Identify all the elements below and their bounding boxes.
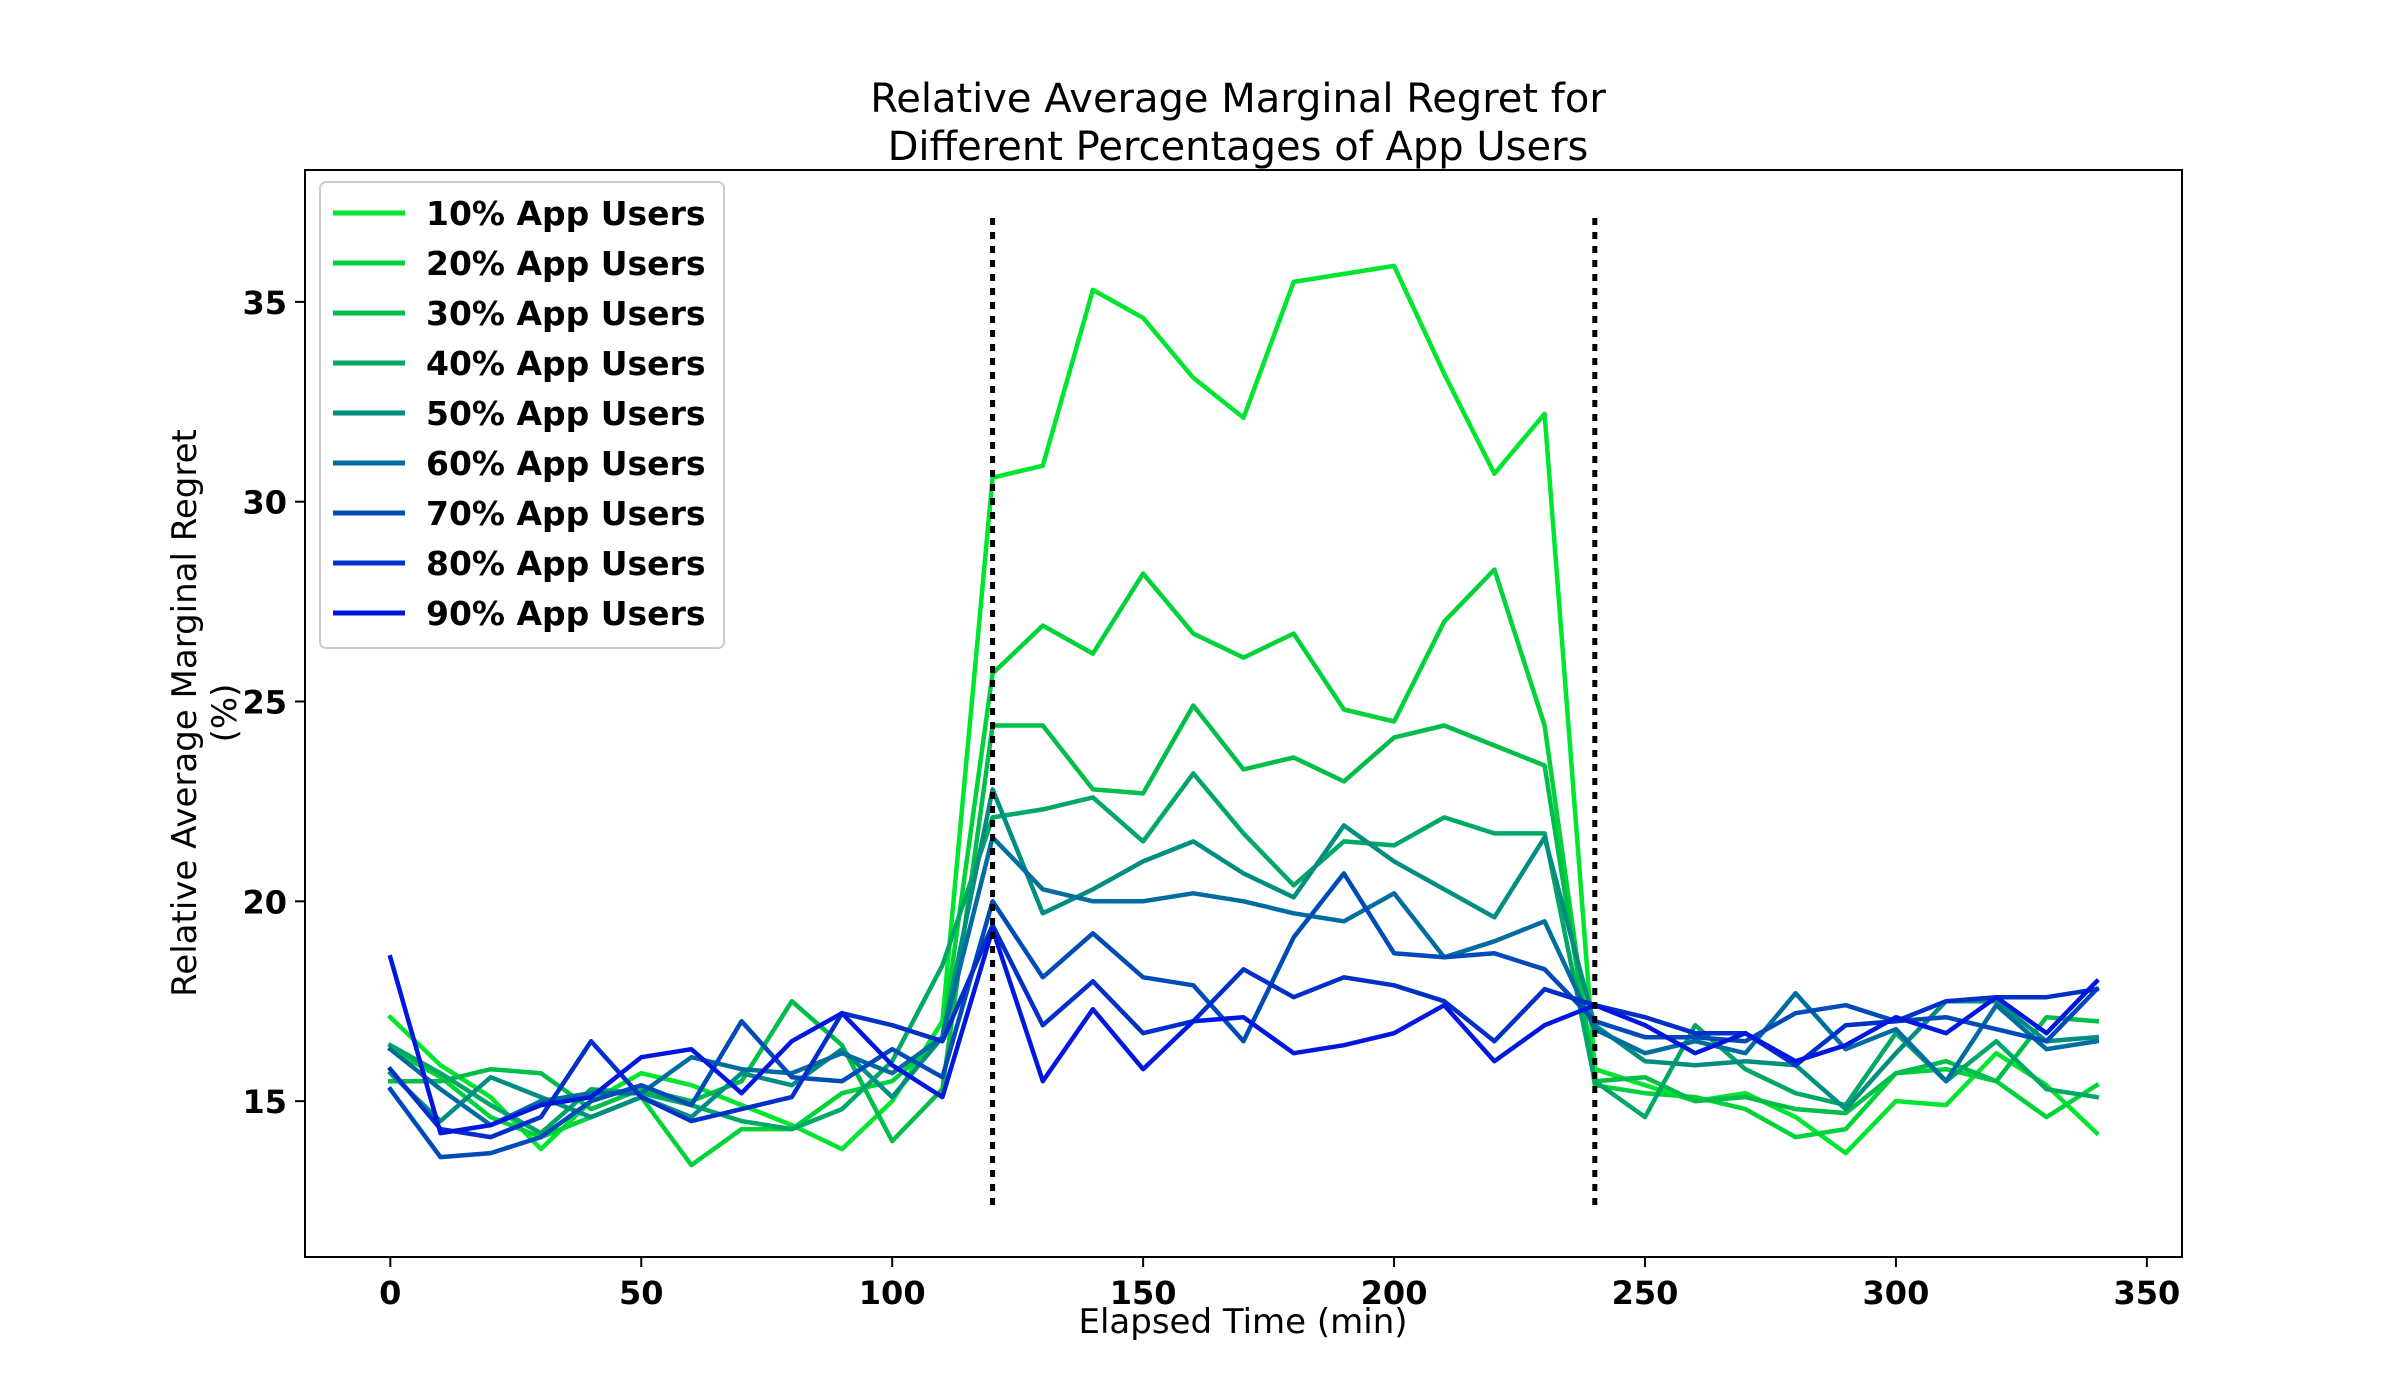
y-axis-ticks: 15 20 25 30 35	[242, 284, 305, 1121]
x-axis-label: Elapsed Time (min)	[1078, 1302, 1407, 1342]
series-lines	[387, 263, 2100, 1168]
legend-label-3: 30% App Users	[426, 294, 706, 333]
x-tick-label: 50	[619, 1274, 664, 1312]
legend-label-7: 70% App Users	[426, 494, 706, 533]
x-axis-ticks: 0 50 100 150 200 250 300 350	[379, 1257, 2180, 1312]
y-axis-label-line-1: Relative Average Marginal Regret	[165, 429, 205, 997]
x-tick-label: 0	[379, 1274, 401, 1312]
series-line-7	[387, 871, 2100, 1160]
x-tick-label: 350	[2113, 1274, 2180, 1312]
legend-label-4: 40% App Users	[426, 344, 706, 383]
chart-title-line-1: Relative Average Marginal Regret for	[870, 76, 1606, 122]
x-tick-label: 100	[859, 1274, 926, 1312]
y-axis-label: Relative Average Marginal Regret (%)	[165, 429, 245, 997]
chart-title-line-2: Different Percentages of App Users	[888, 124, 1589, 170]
y-tick-label: 20	[242, 883, 287, 921]
threshold-lines	[990, 217, 1598, 1210]
y-tick-label: 30	[242, 484, 287, 522]
x-tick-label: 250	[1612, 1274, 1679, 1312]
y-tick-label: 35	[242, 284, 287, 322]
plot-area-frame	[304, 169, 2183, 1258]
legend-box	[319, 181, 725, 649]
series-line-5	[387, 787, 2100, 1124]
x-tick-label: 150	[1110, 1274, 1177, 1312]
series-line-1	[387, 263, 2100, 1156]
series-line-4	[387, 771, 2100, 1136]
y-axis-label-line-2: (%)	[205, 684, 245, 743]
legend-label-2: 20% App Users	[426, 244, 706, 283]
y-tick-label: 25	[242, 684, 287, 722]
series-line-8	[387, 923, 2100, 1140]
legend-label-5: 50% App Users	[426, 394, 706, 433]
series-line-9	[387, 927, 2100, 1136]
x-tick-label: 300	[1863, 1274, 1930, 1312]
series-line-2	[387, 567, 2100, 1168]
legend-label-1: 10% App Users	[426, 194, 706, 233]
legend-label-9: 90% App Users	[426, 594, 706, 633]
legend-label-6: 60% App Users	[426, 444, 706, 483]
y-tick-label: 15	[242, 1083, 287, 1121]
legend: 10% App Users 20% App Users 30% App Users 4…	[319, 181, 725, 649]
x-tick-label: 200	[1361, 1274, 1428, 1312]
legend-label-8: 80% App Users	[426, 544, 706, 583]
